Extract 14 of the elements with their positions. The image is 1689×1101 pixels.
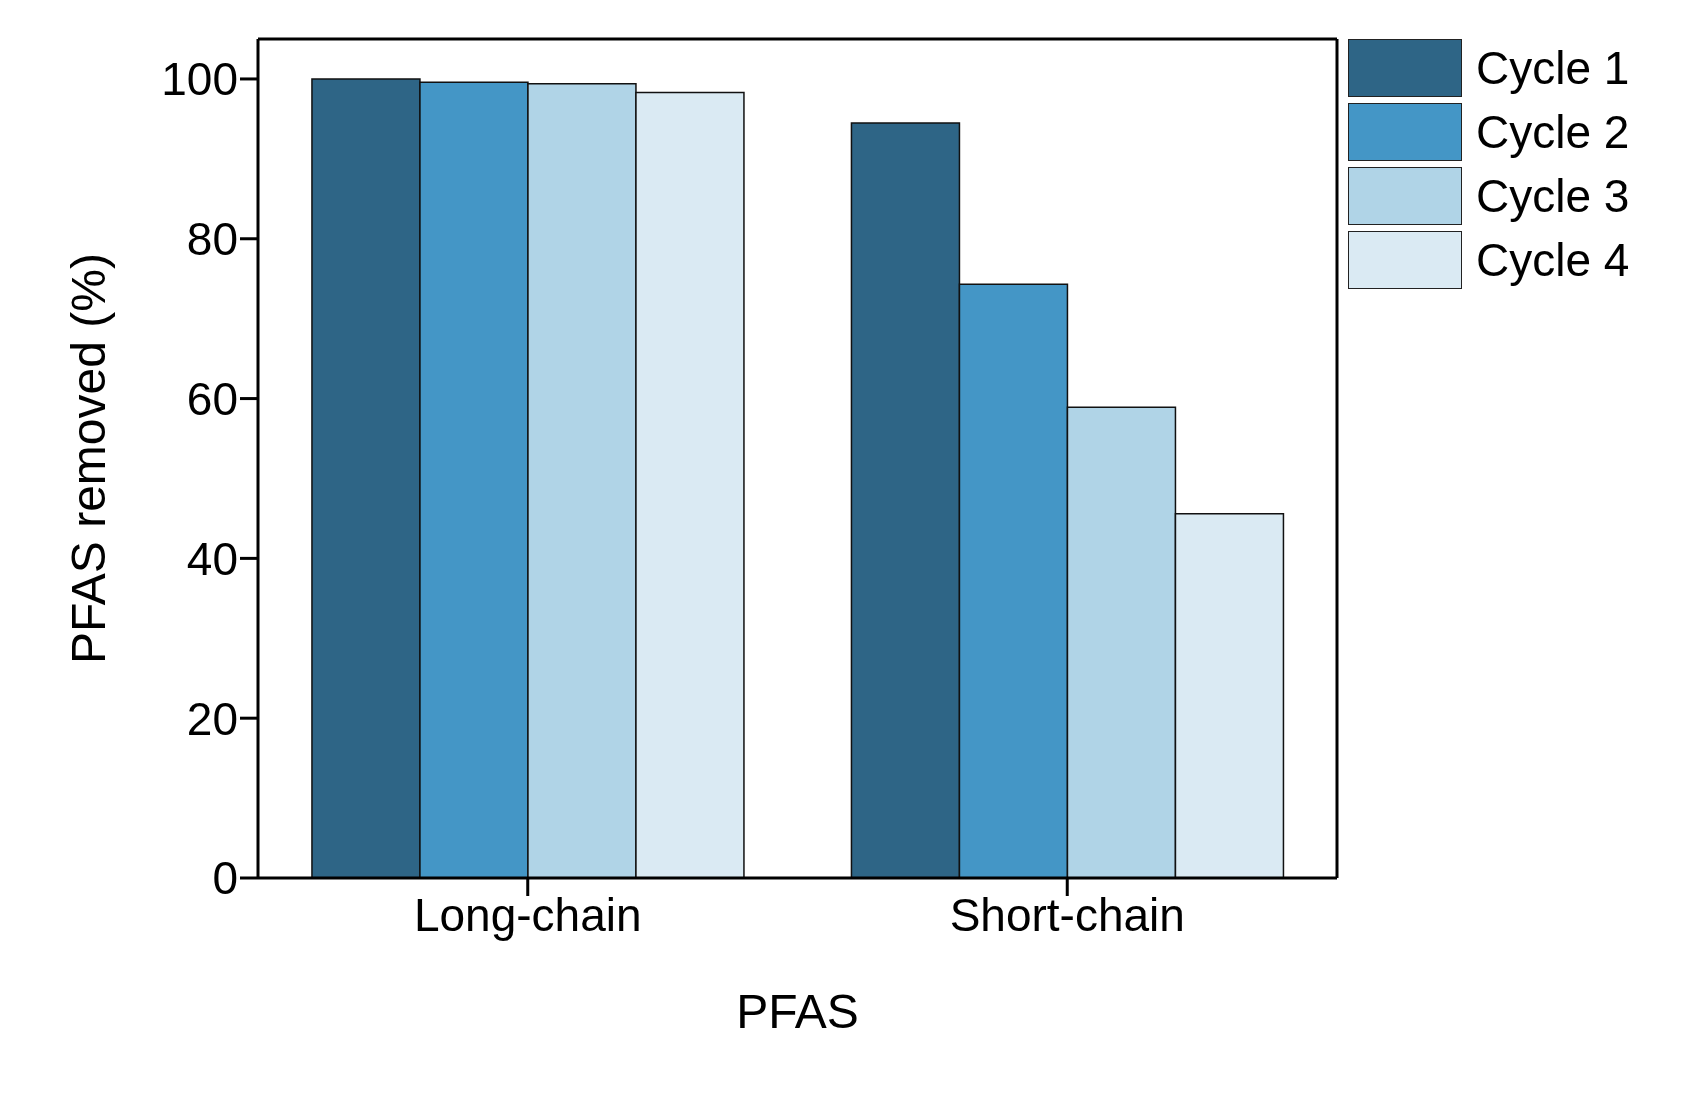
x-tick-label: Short-chain [949, 888, 1185, 941]
x-axis-title: PFAS [736, 985, 859, 1038]
y-tick-label: 100 [161, 53, 238, 106]
y-axis-title: PFAS removed (%) [62, 253, 116, 664]
legend-label: Cycle 4 [1476, 233, 1630, 287]
x-tick-label: Long-chain [413, 888, 642, 941]
y-tick-label: 40 [186, 532, 238, 585]
y-tick-label: 80 [186, 213, 238, 266]
legend-label: Cycle 2 [1476, 105, 1630, 159]
legend-label: Cycle 1 [1476, 41, 1630, 95]
y-tick-label: 20 [186, 692, 238, 745]
y-tick-label: 0 [212, 852, 238, 905]
y-tick-label: 60 [186, 372, 238, 425]
legend-label: Cycle 3 [1476, 169, 1630, 223]
